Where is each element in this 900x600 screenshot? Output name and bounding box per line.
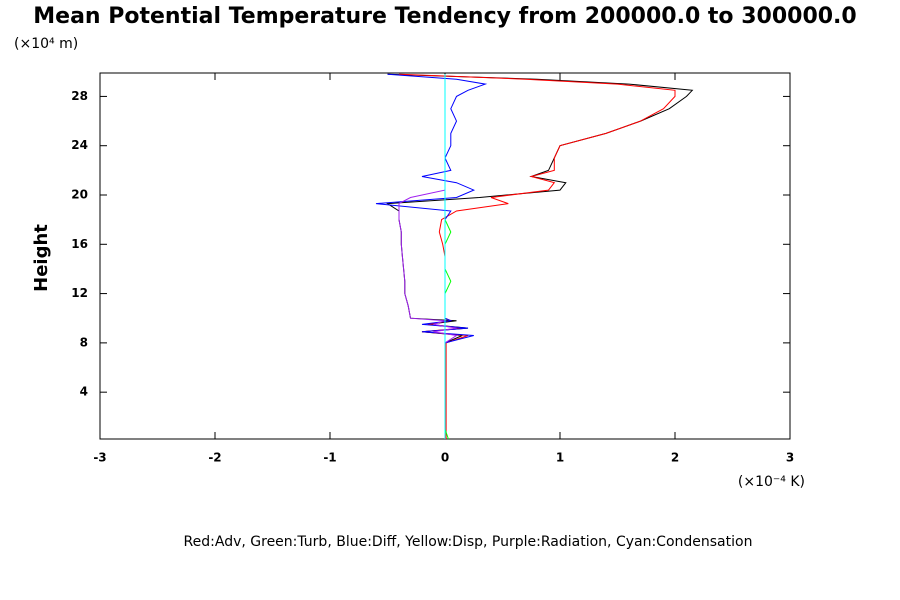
x-unit: (×10⁻⁴ K)	[738, 474, 805, 490]
y-axis-label: Height	[31, 224, 52, 292]
x-tick-label: 3	[786, 451, 794, 465]
profile-line	[398, 73, 676, 439]
profile-line	[375, 73, 488, 439]
x-tick-label: -1	[323, 451, 336, 465]
profile-line	[398, 74, 458, 439]
x-tick-label: 1	[556, 451, 564, 465]
x-tick-label: -3	[93, 451, 106, 465]
y-unit: (×10⁴ m)	[14, 36, 78, 52]
y-tick-label: 16	[71, 237, 88, 251]
x-tick-label: 2	[671, 451, 679, 465]
y-tick-label: 12	[71, 286, 88, 300]
y-tick-label: 24	[71, 138, 88, 152]
note: Red:Adv, Green:Turb, Blue:Diff, Yellow:D…	[184, 534, 753, 550]
profile-line	[385, 73, 694, 439]
y-tick-label: 20	[71, 188, 88, 202]
x-tick-label: -2	[208, 451, 221, 465]
x-tick-label: 0	[441, 451, 449, 465]
y-tick-label: 4	[80, 385, 88, 399]
y-tick-label: 8	[80, 335, 88, 349]
chart-title: Mean Potential Temperature Tendency from…	[33, 4, 856, 29]
y-tick-label: 28	[71, 89, 88, 103]
